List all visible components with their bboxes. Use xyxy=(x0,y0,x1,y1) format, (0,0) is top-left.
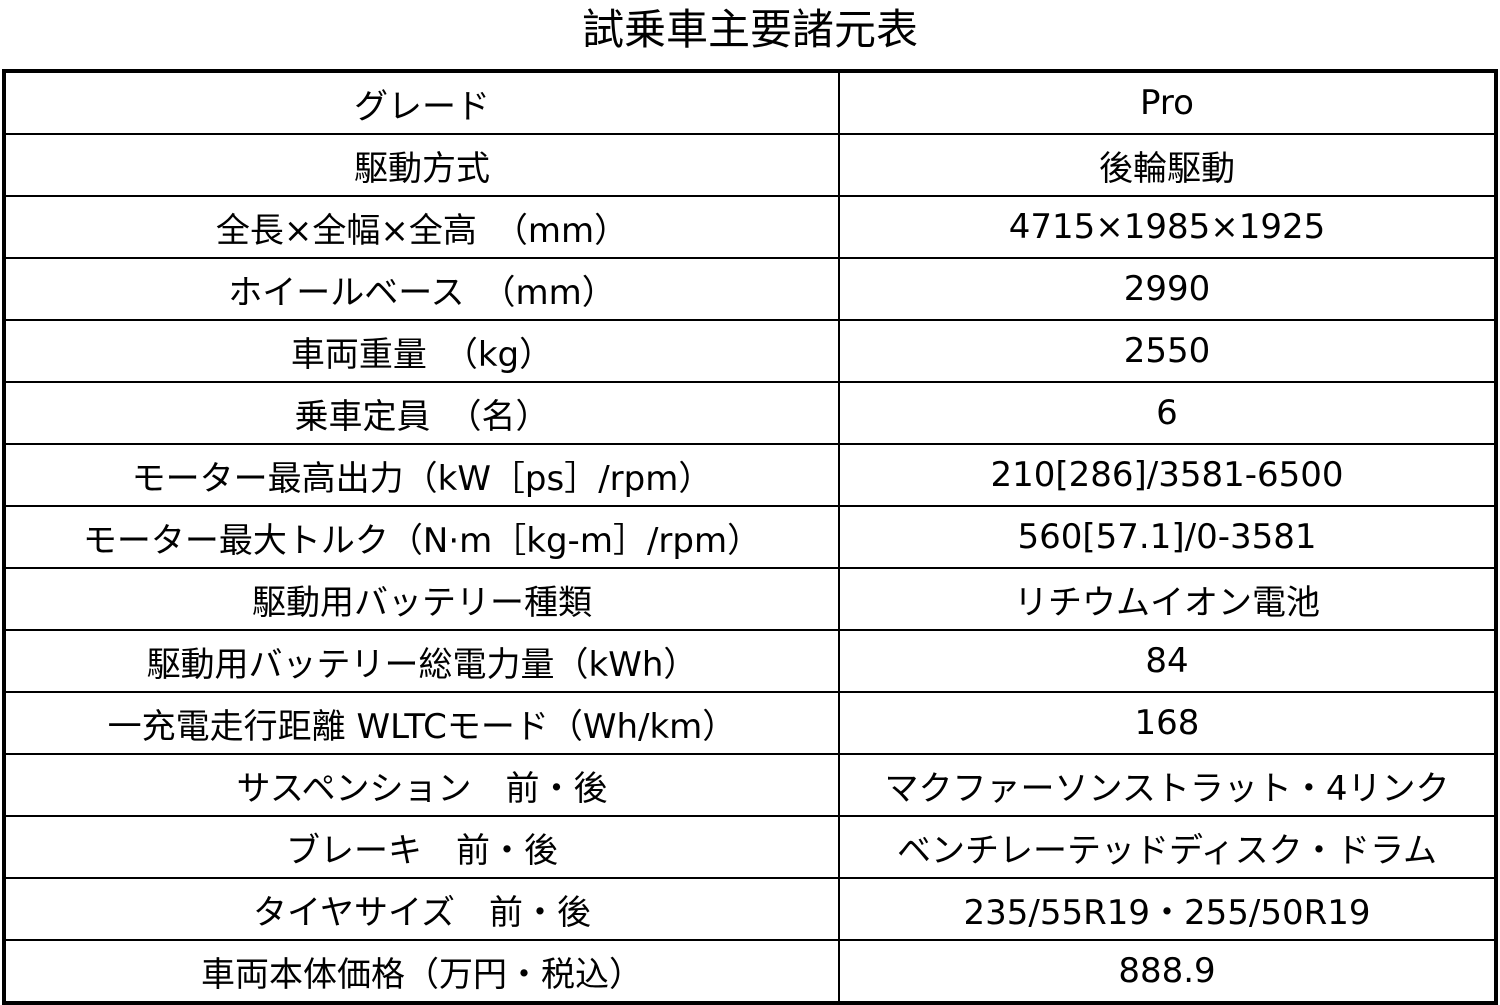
spec-label: 乗車定員 （名） xyxy=(3,381,840,445)
spec-value: ベンチレーテッドディスク・ドラム xyxy=(838,815,1497,879)
spec-value: 4715×1985×1925 xyxy=(838,195,1497,259)
table-row: 乗車定員 （名） 6 xyxy=(3,381,1497,445)
spec-label: タイヤサイズ 前・後 xyxy=(3,877,840,941)
page-title: 試乗車主要諸元表 xyxy=(581,5,918,54)
spec-value: Pro xyxy=(838,70,1497,135)
table-row: 駆動方式 後輪駆動 xyxy=(3,133,1497,197)
table-row: モーター最大トルク（N·m［kg-m］/rpm） 560[57.1]/0-3581 xyxy=(3,505,1497,569)
spec-label: サスペンション 前・後 xyxy=(3,753,840,817)
spec-value: リチウムイオン電池 xyxy=(838,567,1497,631)
table-row: 車両重量 （kg） 2550 xyxy=(3,319,1497,383)
spec-value: 2990 xyxy=(838,257,1497,321)
spec-label: ブレーキ 前・後 xyxy=(3,815,840,879)
table-row: 全長×全幅×全高 （mm） 4715×1985×1925 xyxy=(3,195,1497,259)
spec-value: 888.9 xyxy=(838,939,1497,1004)
table-row: モーター最高出力（kW［ps］/rpm） 210[286]/3581-6500 xyxy=(3,443,1497,507)
spec-label: 全長×全幅×全高 （mm） xyxy=(3,195,840,259)
table-row: ホイールベース （mm） 2990 xyxy=(3,257,1497,321)
spec-value: 560[57.1]/0-3581 xyxy=(838,505,1497,569)
spec-value: 6 xyxy=(838,381,1497,445)
spec-label: 駆動用バッテリー総電力量（kWh） xyxy=(3,629,840,693)
table-row: 一充電走行距離 WLTCモード（Wh/km） 168 xyxy=(3,691,1497,755)
spec-value: マクファーソンストラット・4リンク xyxy=(838,753,1497,817)
spec-table: グレード Pro 駆動方式 後輪駆動 全長×全幅×全高 （mm） 4715×1985×19… xyxy=(2,69,1498,1005)
spec-label: 一充電走行距離 WLTCモード（Wh/km） xyxy=(3,691,840,755)
table-row: 駆動用バッテリー種類 リチウムイオン電池 xyxy=(3,567,1497,631)
spec-label: 駆動方式 xyxy=(3,133,840,197)
spec-label: モーター最高出力（kW［ps］/rpm） xyxy=(3,443,840,507)
spec-value: 235/55R19・255/50R19 xyxy=(838,877,1497,941)
spec-label: グレード xyxy=(3,70,840,135)
spec-label: モーター最大トルク（N·m［kg-m］/rpm） xyxy=(3,505,840,569)
table-row: 駆動用バッテリー総電力量（kWh） 84 xyxy=(3,629,1497,693)
spec-value: 後輪駆動 xyxy=(838,133,1497,197)
spec-label: ホイールベース （mm） xyxy=(3,257,840,321)
table-row: グレード Pro xyxy=(3,70,1497,135)
spec-label: 車両重量 （kg） xyxy=(3,319,840,383)
table-row: タイヤサイズ 前・後 235/55R19・255/50R19 xyxy=(3,877,1497,941)
spec-label: 駆動用バッテリー種類 xyxy=(3,567,840,631)
spec-value: 168 xyxy=(838,691,1497,755)
table-row: サスペンション 前・後 マクファーソンストラット・4リンク xyxy=(3,753,1497,817)
spec-value: 84 xyxy=(838,629,1497,693)
table-row: 車両本体価格（万円・税込） 888.9 xyxy=(3,939,1497,1004)
spec-label: 車両本体価格（万円・税込） xyxy=(3,939,840,1004)
table-row: ブレーキ 前・後 ベンチレーテッドディスク・ドラム xyxy=(3,815,1497,879)
spec-value: 210[286]/3581-6500 xyxy=(838,443,1497,507)
spec-value: 2550 xyxy=(838,319,1497,383)
